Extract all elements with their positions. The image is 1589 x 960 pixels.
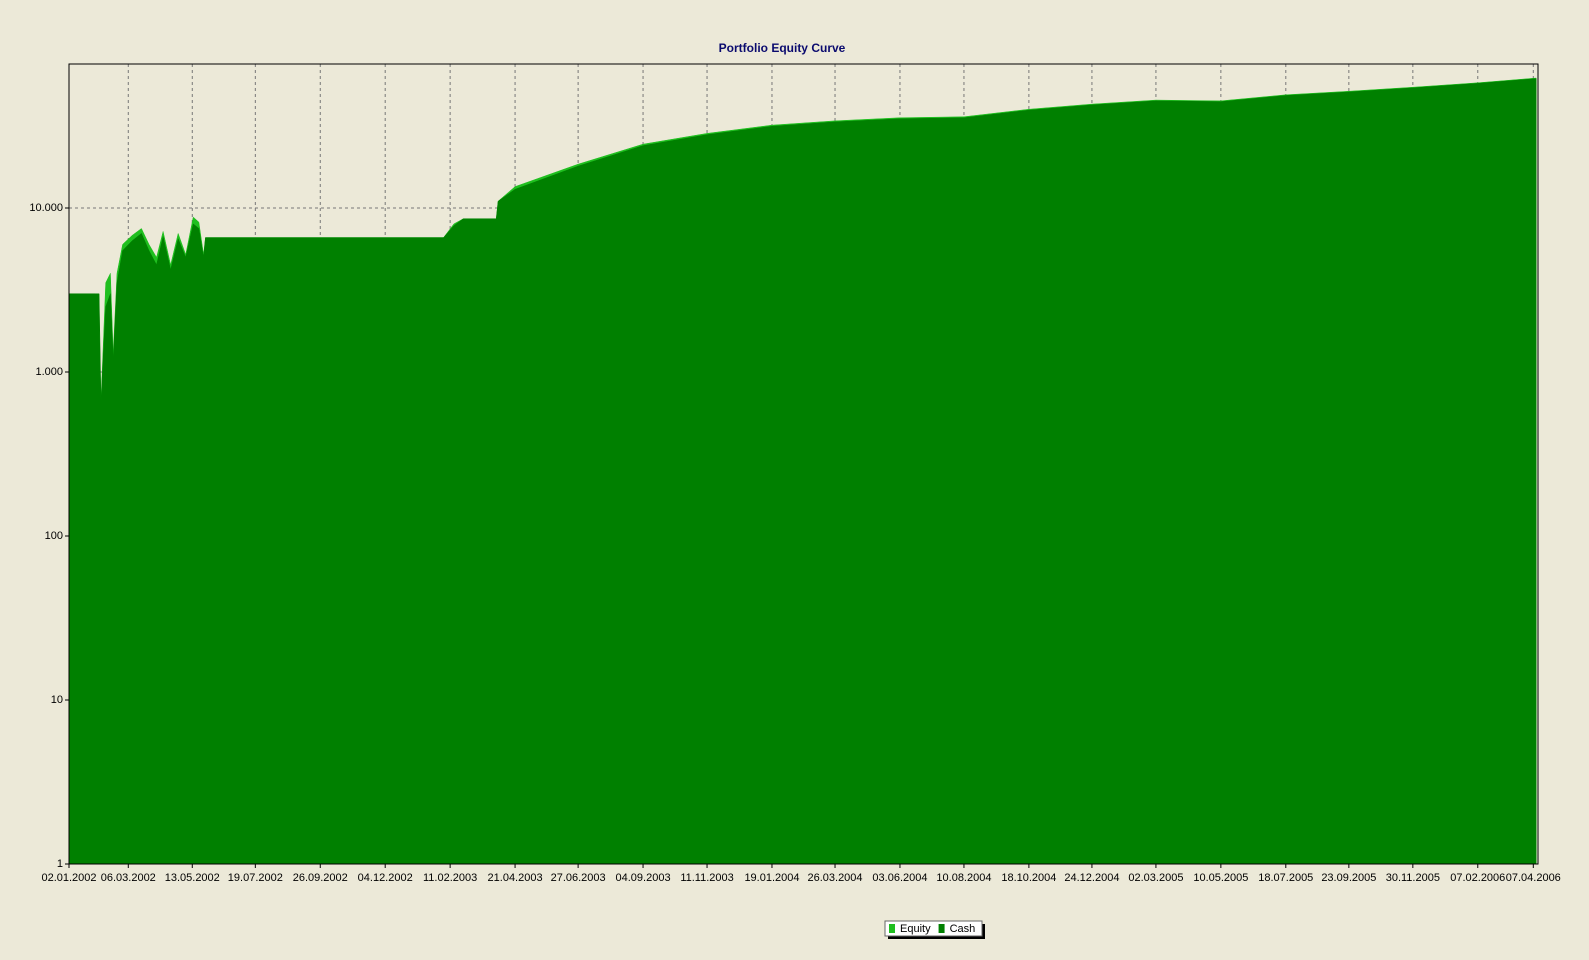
y-tick-label: 100 — [45, 530, 63, 542]
x-tick-label: 13.05.2002 — [165, 872, 220, 884]
x-tick-label: 26.09.2002 — [293, 872, 348, 884]
x-tick-label: 06.03.2002 — [101, 872, 156, 884]
x-tick-label: 07.04.2006 — [1506, 872, 1561, 884]
legend-label: Equity — [900, 923, 931, 935]
legend-box — [884, 920, 983, 937]
y-tick-label: 1 — [57, 858, 63, 870]
x-tick-label: 04.12.2002 — [358, 872, 413, 884]
x-tick-label: 03.06.2004 — [872, 872, 927, 884]
x-tick-label: 24.12.2004 — [1064, 872, 1119, 884]
x-tick-label: 30.11.2005 — [1386, 872, 1440, 884]
legend-swatch — [938, 924, 945, 933]
x-tick-label: 27.06.2003 — [551, 872, 606, 884]
x-tick-label: 02.03.2005 — [1128, 872, 1183, 884]
legend-swatch — [889, 924, 895, 933]
y-tick-label: 10 — [51, 694, 63, 706]
x-tick-label: 04.09.2003 — [616, 872, 671, 884]
area-series — [68, 78, 1537, 865]
x-tick-label: 19.01.2004 — [744, 872, 799, 884]
chart-title: Portfolio Equity Curve — [719, 41, 846, 55]
x-tick-label: 10.08.2004 — [936, 872, 991, 884]
y-tick-label: 10.000 — [29, 202, 63, 214]
x-tick-label: 19.07.2002 — [228, 872, 283, 884]
x-tick-label: 21.04.2003 — [488, 872, 543, 884]
x-tick-label: 18.07.2005 — [1258, 872, 1313, 884]
x-tick-label: 02.01.2002 — [41, 872, 96, 884]
x-tick-label: 11.02.2003 — [423, 872, 477, 884]
legend-label: Cash — [950, 923, 976, 935]
x-tick-label: 10.05.2005 — [1193, 872, 1248, 884]
x-tick-label: 18.10.2004 — [1001, 872, 1056, 884]
plot-frame — [68, 63, 1539, 865]
legend: Equity Cash — [884, 920, 985, 939]
x-tick-label: 23.09.2005 — [1321, 872, 1376, 884]
x-tick-label: 11.11.2003 — [680, 872, 733, 884]
x-tick-label: 26.03.2004 — [807, 872, 862, 884]
y-tick-label: 1.000 — [35, 366, 63, 378]
x-tick-label: 07.02.2006 — [1450, 872, 1505, 884]
